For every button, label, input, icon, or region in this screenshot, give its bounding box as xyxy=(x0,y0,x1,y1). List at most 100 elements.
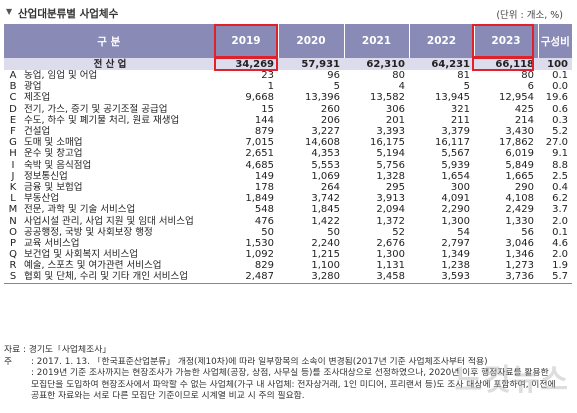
table-row: P 교육 서비스업 1,530 2,240 2,676 2,797 3,046 4.6 xyxy=(4,238,572,249)
value-2020: 260 xyxy=(320,103,341,115)
value-2021: 3,458 xyxy=(344,271,410,284)
value-2021: 52 xyxy=(392,226,406,238)
value-2021: 3,393 xyxy=(376,126,406,138)
table-row: N 사업시설 관리, 사업 지원 및 임대 서비스업 476 1,422 1,372 1,… xyxy=(4,215,572,227)
value-2022: 5,939 xyxy=(441,159,471,171)
value-2020: 3,227 xyxy=(311,126,341,138)
industry-name: 전기, 가스, 증기 및 공기조절 공급업 xyxy=(24,103,168,115)
industry-name: 도매 및 소매업 xyxy=(24,137,83,149)
value-2023: 1,346 xyxy=(505,249,535,261)
value-2022: 54 xyxy=(457,226,471,238)
value-2021: 80 xyxy=(392,70,406,82)
value-share: 8.8 xyxy=(552,159,569,171)
industry-name: 제조업 xyxy=(24,92,51,104)
value-2022: 321 xyxy=(450,103,471,115)
value-2021: 3,913 xyxy=(376,193,406,205)
value-2021: 16,175 xyxy=(370,137,406,149)
value-2019: 829 xyxy=(254,260,275,272)
industry-code: L xyxy=(10,193,16,205)
value-2022: 2,290 xyxy=(441,204,471,216)
industry-name: 금융 및 보험업 xyxy=(24,181,83,193)
value-share: 2.0 xyxy=(552,249,569,261)
value-share: 0.6 xyxy=(552,103,569,115)
value-2022: 3,379 xyxy=(441,126,471,138)
value-2022: 4,091 xyxy=(441,193,471,205)
table-row: F 건설업 879 3,227 3,393 3,379 3,430 5.2 xyxy=(4,126,572,137)
value-share: 0.1 xyxy=(552,70,569,82)
value-2019: 50 xyxy=(261,226,275,238)
industry-code: H xyxy=(9,148,17,160)
note-line-4: 공표한 자료와는 서로 다른 모집단 기준이므로 시계열 비교 시 주의 필요함… xyxy=(4,391,573,403)
value-share: 0.1 xyxy=(552,226,569,238)
industry-code: G xyxy=(9,137,17,149)
value-2020: 14,608 xyxy=(305,137,341,149)
value-share: 5.7 xyxy=(538,271,573,284)
value-2023: 17,862 xyxy=(499,137,535,149)
value-2021: 5,756 xyxy=(376,159,406,171)
value-2023: 1,273 xyxy=(505,260,535,272)
value-share: 1.9 xyxy=(552,260,569,272)
value-2023: 425 xyxy=(514,103,535,115)
total-share: 100 xyxy=(538,58,573,70)
total-2019: 34,269 xyxy=(214,58,279,70)
industry-name: 교육 서비스업 xyxy=(24,237,80,249)
industry-name: 광업 xyxy=(24,81,42,93)
value-2020: 3,280 xyxy=(278,271,345,284)
value-2022: 16,117 xyxy=(435,137,471,149)
value-2022: 1,238 xyxy=(441,260,471,272)
value-2021: 306 xyxy=(385,103,406,115)
industry-code: N xyxy=(9,215,17,227)
value-2022: 1,654 xyxy=(441,170,471,182)
value-share: 5.2 xyxy=(552,126,569,138)
note-text-1: : 2017. 1. 13. 「한국표준산업분류」 개정(제10차)에 따라 일… xyxy=(31,356,488,367)
value-share: 0.0 xyxy=(552,81,569,93)
industry-name: 공공행정, 국방 및 사회보장 행정 xyxy=(24,226,153,238)
industry-code: D xyxy=(9,103,17,115)
industry-code: O xyxy=(9,226,17,238)
industry-code: M xyxy=(8,204,18,216)
value-2022: 13,945 xyxy=(435,92,471,104)
value-2019: 7,015 xyxy=(245,137,275,149)
value-2023: 3,046 xyxy=(505,237,535,249)
note-line-3: 모집단을 도입하여 현장조사에서 파악할 수 없는 사업체(가구 내 사업체: … xyxy=(4,380,573,392)
total-2022: 64,231 xyxy=(409,58,475,70)
value-2023: 6 xyxy=(527,81,535,93)
value-2019: 23 xyxy=(261,70,275,82)
business-count-table: 구 분 2019 2020 2021 2022 2023 구성비 전 산 업 3… xyxy=(4,24,573,284)
value-2020: 2,240 xyxy=(311,237,341,249)
value-2019: 2,487 xyxy=(214,271,279,284)
industry-name: 전문, 과학 및 기술 서비스업 xyxy=(24,204,136,216)
value-2023: 1,330 xyxy=(505,215,535,227)
industry-code: Q xyxy=(9,249,17,261)
industry-name: 건설업 xyxy=(24,126,51,138)
value-2023: 6,019 xyxy=(505,148,535,160)
value-2022: 300 xyxy=(450,181,471,193)
value-2019: 1,849 xyxy=(245,193,275,205)
value-2020: 5,553 xyxy=(311,159,341,171)
note-label: 주 xyxy=(4,356,13,367)
industry-name: 사업시설 관리, 사업 지원 및 임대 서비스업 xyxy=(24,215,194,227)
value-2022: 5,567 xyxy=(441,148,471,160)
value-2019: 1,530 xyxy=(245,237,275,249)
table-row: G 도매 및 소매업 7,015 14,608 16,175 16,117 17,862 27… xyxy=(4,137,572,148)
industry-code: C xyxy=(9,92,17,104)
table-row: K 금융 및 보험업 178 264 295 300 290 0.4 xyxy=(4,182,572,193)
col-header-category: 구 분 xyxy=(4,24,215,58)
value-2021: 1,328 xyxy=(376,170,406,182)
value-2023: 2,429 xyxy=(505,204,535,216)
industry-name: 협회 및 단체, 수리 및 기타 개인 서비스업 xyxy=(22,271,215,284)
table-row: S 협회 및 단체, 수리 및 기타 개인 서비스업 2,487 3,280 3,458… xyxy=(4,271,573,284)
table-row: C 제조업 9,668 13,396 13,582 13,945 12,954 19.6 xyxy=(4,92,572,103)
value-2023: 1,665 xyxy=(505,170,535,182)
value-2021: 5,194 xyxy=(376,148,406,160)
table-row: A 농업, 임업 및 어업 23 96 80 81 80 0.1 xyxy=(4,70,572,81)
industry-code: K xyxy=(9,181,17,193)
unit-label: (단위 : 개소, %) xyxy=(496,10,563,21)
value-2020: 1,215 xyxy=(311,249,341,261)
value-2021: 1,131 xyxy=(376,260,406,272)
industry-code: A xyxy=(9,70,17,82)
table-row: I 숙박 및 음식점업 4,685 5,553 5,756 5,939 5,849 8.8 xyxy=(4,160,572,171)
col-header-2020: 2020 xyxy=(278,24,345,58)
table-row: B 광업 1 5 4 5 6 0.0 xyxy=(4,81,572,92)
note-text-4: 공표한 자료와는 서로 다른 모집단 기준이므로 시계열 비교 시 주의 필요함… xyxy=(31,391,305,401)
